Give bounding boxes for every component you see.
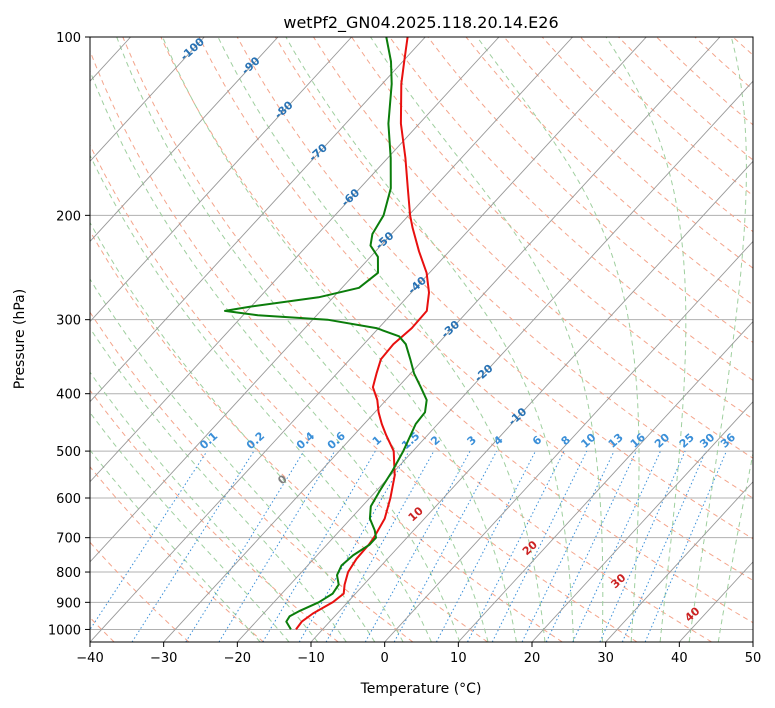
x-tick-label: 20 (524, 651, 541, 666)
moist-adiabat-line (162, 37, 517, 642)
mixing-ratio-line (325, 450, 435, 642)
moist-adiabat-line (90, 411, 290, 642)
isotherm-line (384, 240, 753, 642)
mixing-ratio-line (572, 450, 661, 642)
mixing-ratio-line (218, 450, 336, 642)
mixing-ratio-line (262, 450, 376, 642)
isotherm-line (90, 37, 500, 483)
x-tick-label: 0 (381, 651, 389, 666)
x-tick-label: 10 (450, 651, 467, 666)
moist-adiabat-line (90, 154, 432, 642)
isotherm-line (163, 37, 721, 642)
moist-adiabat-line (90, 371, 319, 642)
y-tick-label: 900 (56, 596, 81, 611)
y-tick-label: 600 (56, 492, 81, 507)
moist-adiabat-line (90, 449, 261, 642)
y-tick-label: 800 (56, 566, 81, 581)
dry-adiabat-line (90, 49, 638, 642)
isotherm-line (531, 400, 753, 642)
x-tick-label: 30 (597, 651, 614, 666)
x-axis-label: Temperature (°C) (360, 681, 482, 697)
isotherm-line (310, 160, 753, 642)
y-tick-label: 700 (56, 532, 81, 547)
moist-adiabat-line (90, 278, 376, 642)
isotherms (90, 37, 753, 642)
dry-adiabat-line (389, 37, 753, 382)
moist-adiabats (90, 37, 753, 642)
x-tick-label: −40 (76, 651, 103, 666)
moist-adiabat-line (688, 37, 747, 642)
y-axis-label: Pressure (hPa) (12, 289, 28, 389)
mixing-ratio-line (621, 450, 707, 642)
moist-adiabat-line (90, 69, 461, 642)
chart-title: wetPf2_GN04.2025.118.20.14.E26 (283, 13, 558, 33)
mixing-ratio-line (185, 450, 305, 642)
dry-adiabat-line (236, 37, 753, 540)
x-tick-label: −10 (297, 651, 324, 666)
temperature-profile-line (295, 37, 430, 630)
plot-area: -100-90-80-70-60-50-40-30-20-100.1 0.2 0.4… (90, 37, 753, 642)
y-tick-label: 100 (56, 31, 81, 46)
y-tick-label: 300 (56, 314, 81, 329)
isotherm-line (237, 80, 753, 642)
mixing-ratio-line (364, 450, 471, 642)
dry-adiabat-line (90, 230, 488, 642)
isotherm-line (458, 320, 753, 642)
dry-adiabat-line (274, 37, 753, 499)
dewpoint-profile-line (224, 37, 428, 630)
moist-adiabat-line (285, 37, 575, 642)
isotherm-line (90, 37, 352, 323)
x-tick-label: 50 (745, 651, 762, 666)
dry-adiabat-line (351, 37, 753, 420)
dry-adiabat-line (90, 466, 264, 642)
dry-adiabat-line (90, 144, 563, 642)
isotherm-line (90, 37, 647, 642)
y-tick-label: 1000 (48, 623, 81, 638)
mixing-ratio-line (599, 450, 686, 642)
isotherm-line (90, 37, 426, 403)
x-tick-label: −20 (224, 651, 251, 666)
y-axis-ticks: 1000 900 800 700 600 500 400 300 200 100 (48, 31, 90, 638)
y-tick-label: 500 (56, 445, 81, 460)
moist-adiabat-line (605, 37, 687, 642)
axes-frame (89, 36, 754, 643)
mixing-ratio-line (644, 450, 727, 642)
moist-adiabat-line (717, 451, 753, 642)
x-tick-label: −30 (150, 651, 177, 666)
moist-adiabat-line (116, 37, 489, 642)
mixing-ratio-line (521, 450, 615, 642)
moist-adiabat-line (476, 37, 640, 642)
y-tick-label: 400 (56, 388, 81, 403)
moist-adiabat-line (90, 221, 404, 642)
y-tick-label: 200 (56, 209, 81, 224)
mixing-ratio-line (131, 450, 255, 642)
moist-adiabat-line (370, 37, 604, 642)
isotherm-line (90, 37, 279, 243)
isotherm-line (90, 37, 573, 563)
isotherm-line (605, 481, 753, 642)
x-axis-ticks: −40 −30 −20 −10 0 10 20 30 40 50 (76, 642, 761, 666)
x-tick-label: 40 (671, 651, 688, 666)
sounding-profiles (224, 37, 430, 630)
isotherm-line (90, 37, 205, 162)
mixing-ratio-line (393, 450, 498, 642)
dry-adiabat-line (465, 37, 753, 306)
dry-adiabat-line (160, 37, 753, 624)
